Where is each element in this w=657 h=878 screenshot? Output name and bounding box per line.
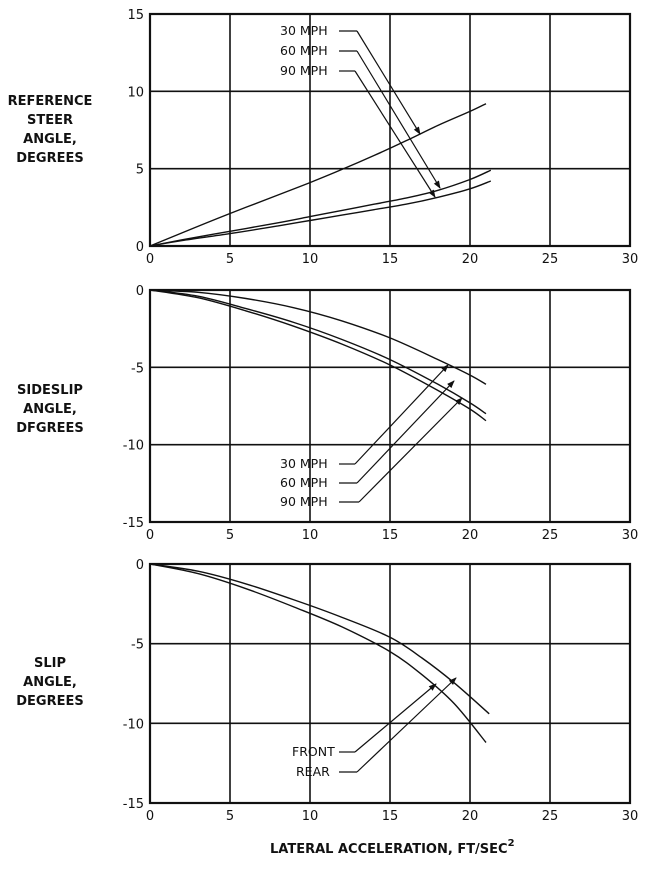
sideslip-angle-xtick-label: 0 [146, 528, 154, 543]
slip-angle-frame [148, 562, 632, 805]
slip-angle-xtick-label: 30 [622, 809, 639, 824]
sideslip-angle-xtick-label: 30 [622, 528, 639, 543]
steer-angle-ytick-label: 0 [136, 240, 144, 255]
ylabel-line-2: ANGLE, [23, 402, 77, 417]
sideslip-angle-frame [148, 288, 632, 524]
slip-angle-xtick-label: 25 [542, 809, 559, 824]
ylabel-line-2: ANGLE, [23, 675, 77, 690]
ylabel-line-1: SLIP [34, 656, 66, 671]
pointer-60mph [356, 50, 441, 189]
steer-angle-annotations: 30 MPH 60 MPH 90 MPH [280, 23, 441, 198]
steer-angle-series-60-mph [149, 169, 492, 247]
ylabel-line-4: DEGREES [16, 151, 83, 166]
ylabel-line-3: ANGLE, [23, 132, 77, 147]
steer-angle-frame [148, 12, 632, 248]
pointer-30mph [354, 364, 449, 465]
steer-angle-xtick-label: 20 [462, 252, 479, 267]
pointer-90mph [358, 397, 463, 503]
slip-angle-series-front [149, 563, 490, 715]
label-90mph: 90 MPH [280, 494, 328, 509]
sideslip-angle-ytick-label: -10 [123, 439, 144, 454]
slip-angle-series [149, 563, 490, 743]
slip-angle-grid: 0 5 10 15 20 25 30 0 -5 -10 -15 [123, 558, 639, 824]
ylabel-line-2: STEER [27, 113, 73, 128]
label-30mph: 30 MPH [280, 456, 328, 471]
label-rear: REAR [296, 764, 330, 779]
sideslip-angle-ytick-label: 0 [136, 284, 144, 299]
slip-angle-ytick-label: 0 [136, 558, 144, 573]
sideslip-angle-grid: 0 5 10 15 20 25 30 0 -5 -10 -15 [123, 284, 639, 543]
slip-angle-ytick-label: -10 [123, 717, 144, 732]
sideslip-angle-chart: 0 5 10 15 20 25 30 0 -5 -10 -15 30 MPH 60 MPH 90 M… [16, 284, 638, 543]
sideslip-angle-xtick-label: 15 [382, 528, 399, 543]
sideslip-angle-xtick-label: 25 [542, 528, 559, 543]
slip-angle-ytick-label: -5 [131, 638, 144, 653]
steer-angle-xtick-label: 10 [302, 252, 319, 267]
sideslip-angle-xtick-label: 10 [302, 528, 319, 543]
label-30mph: 30 MPH [280, 23, 328, 38]
sideslip-angle-ylabel: SIDESLIP ANGLE, DFGREES [16, 383, 83, 436]
steer-angle-ylabel: REFERENCE STEER ANGLE, DEGREES [8, 94, 93, 166]
steer-angle-xtick-label: 30 [622, 252, 639, 267]
ylabel-line-3: DEGREES [16, 694, 83, 709]
pointer-60mph [356, 380, 455, 484]
x-axis-label: LATERAL ACCELERATION, FT/SEC2 [270, 838, 515, 857]
steer-angle-series [149, 103, 492, 247]
ylabel-line-1: SIDESLIP [17, 383, 83, 398]
sideslip-angle-series-60-mph [149, 289, 487, 415]
slip-angle-ytick-label: -15 [123, 797, 144, 812]
steer-angle-xtick-label: 15 [382, 252, 399, 267]
slip-angle-xtick-label: 20 [462, 809, 479, 824]
ylabel-line-1: REFERENCE [8, 94, 93, 109]
steer-angle-xtick-label: 25 [542, 252, 559, 267]
slip-angle-ylabel: SLIP ANGLE, DEGREES [16, 656, 83, 709]
sideslip-angle-series-30-mph [149, 289, 487, 385]
pointer-90mph [354, 70, 436, 198]
pointer-front [354, 683, 437, 753]
steer-angle-series-90-mph [149, 180, 492, 247]
sideslip-angle-ytick-label: -15 [123, 516, 144, 531]
steer-angle-ytick-label: 10 [127, 85, 144, 100]
slip-angle-xtick-label: 5 [226, 809, 234, 824]
steer-angle-ytick-label: 5 [136, 163, 144, 178]
steer-angle-xtick-label: 0 [146, 252, 154, 267]
sideslip-angle-ytick-label: -5 [131, 361, 144, 376]
slip-angle-chart: 0 5 10 15 20 25 30 0 -5 -10 -15 FRONT REAR SLIP AN… [16, 558, 638, 857]
pointer-30mph [356, 30, 421, 135]
pointer-rear [356, 677, 457, 773]
sideslip-angle-xtick-label: 20 [462, 528, 479, 543]
label-60mph: 60 MPH [280, 43, 328, 58]
steer-angle-series-30-mph [149, 103, 487, 247]
slip-angle-xtick-label: 10 [302, 809, 319, 824]
steer-angle-ytick-label: 15 [127, 8, 144, 23]
steer-angle-xtick-label: 5 [226, 252, 234, 267]
ylabel-line-3: DFGREES [16, 421, 83, 436]
slip-angle-annotations: FRONT REAR [292, 677, 457, 779]
label-90mph: 90 MPH [280, 63, 328, 78]
sideslip-angle-annotations: 30 MPH 60 MPH 90 MPH [280, 364, 463, 509]
label-front: FRONT [292, 744, 335, 759]
sideslip-angle-xtick-label: 5 [226, 528, 234, 543]
label-60mph: 60 MPH [280, 475, 328, 490]
slip-angle-xtick-label: 15 [382, 809, 399, 824]
slip-angle-series-rear [149, 563, 487, 743]
slip-angle-xtick-label: 0 [146, 809, 154, 824]
steer-angle-grid: 0 5 10 15 20 25 30 0 5 10 15 [127, 8, 638, 267]
x-axis-label-superscript: 2 [508, 838, 515, 849]
